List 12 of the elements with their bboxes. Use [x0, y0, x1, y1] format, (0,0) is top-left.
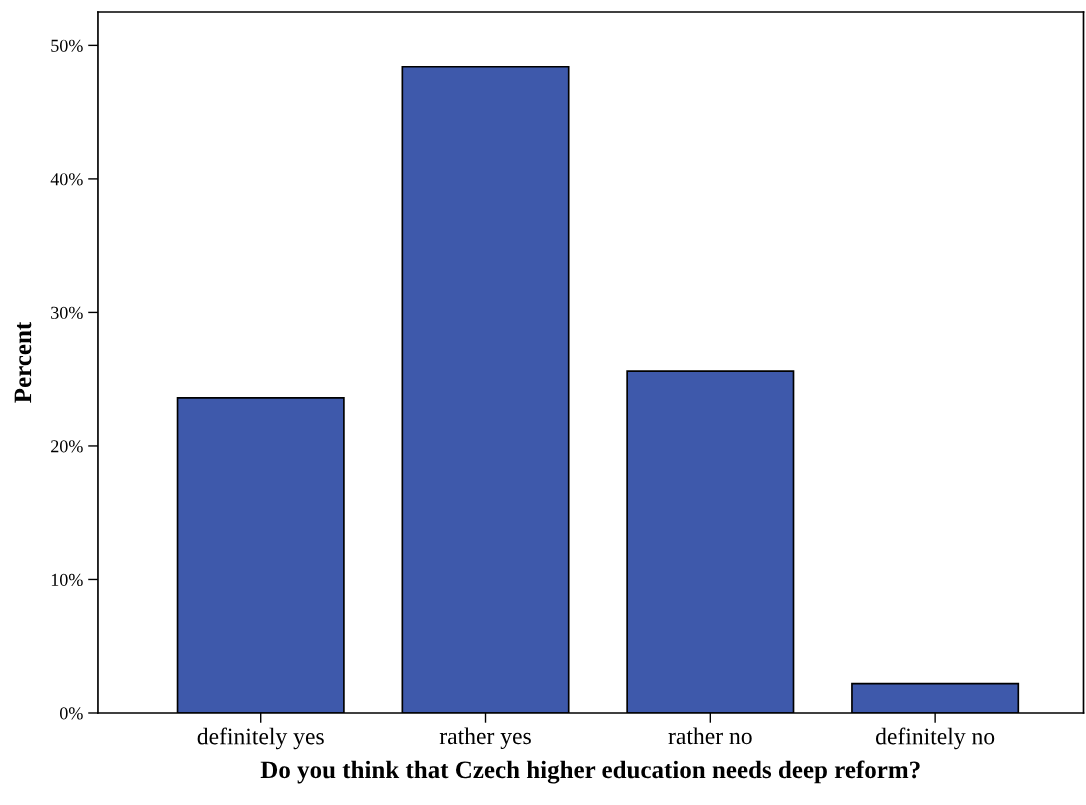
- y-tick-label: 50%: [51, 39, 83, 52]
- x-tick-label: definitely yes: [197, 727, 324, 750]
- x-tick-label: definitely no: [875, 727, 995, 750]
- y-tick-label: 10%: [51, 573, 83, 586]
- x-tick-label: rather no: [668, 727, 752, 745]
- y-tick-label: 20%: [51, 440, 83, 453]
- y-tick-label: 30%: [51, 306, 83, 319]
- x-tick-label: rather yes: [439, 727, 531, 750]
- x-axis-title: Do you think that Czech higher education needs deep reform?: [260, 760, 920, 784]
- y-axis-title: Percent: [14, 321, 32, 403]
- y-tick-label: 0%: [59, 707, 83, 720]
- y-tick-label: 40%: [50, 173, 83, 186]
